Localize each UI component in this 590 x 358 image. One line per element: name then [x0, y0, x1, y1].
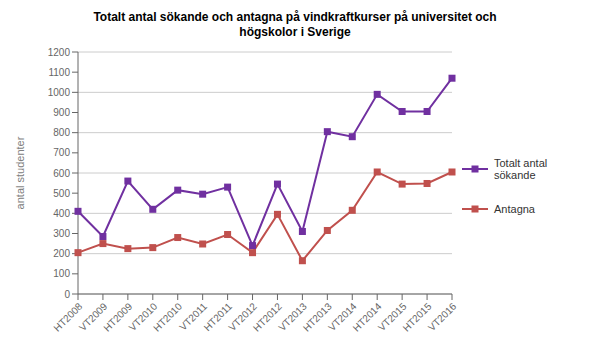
svg-text:antal studenter: antal studenter: [14, 136, 26, 209]
svg-text:1000: 1000: [48, 87, 71, 98]
svg-text:VT2009: VT2009: [76, 300, 110, 334]
svg-text:600: 600: [53, 168, 70, 179]
svg-text:VT2016: VT2016: [426, 300, 459, 333]
svg-text:VT2011: VT2011: [177, 300, 210, 333]
html-text:Antagna: Antagna: [494, 203, 535, 215]
svg-text:VT2013: VT2013: [276, 300, 309, 334]
svg-text:HT2013: HT2013: [300, 300, 334, 334]
svg-text:500: 500: [53, 188, 70, 199]
svg-text:400: 400: [53, 208, 70, 219]
svg-text:VT2015: VT2015: [376, 300, 409, 334]
svg-text:VT2012: VT2012: [226, 300, 259, 334]
svg-text:800: 800: [53, 127, 70, 138]
svg-text:HT2011: HT2011: [201, 300, 234, 334]
html-text:Totalt antal sökande: Totalt antal sökande: [494, 157, 548, 181]
html-text:Totalt antal sökande och antag: Totalt antal sökande och antagna på vind…: [93, 10, 497, 39]
svg-text:700: 700: [53, 147, 70, 158]
svg-text:VT2010: VT2010: [126, 300, 160, 334]
svg-text:1100: 1100: [48, 67, 70, 78]
svg-text:300: 300: [53, 228, 70, 239]
svg-text:HT2010: HT2010: [151, 300, 185, 334]
svg-text:200: 200: [53, 248, 70, 259]
svg-text:HT2014: HT2014: [350, 300, 384, 334]
svg-text:HT2008: HT2008: [51, 300, 85, 334]
svg-text:900: 900: [53, 107, 70, 118]
svg-text:0: 0: [64, 289, 70, 300]
svg-text:HT2009: HT2009: [101, 300, 135, 334]
svg-text:HT2012: HT2012: [251, 300, 284, 334]
svg-text:HT2015: HT2015: [400, 300, 434, 334]
svg-text:100: 100: [53, 268, 70, 279]
svg-text:1200: 1200: [48, 47, 71, 58]
svg-text:VT2014: VT2014: [326, 300, 359, 334]
